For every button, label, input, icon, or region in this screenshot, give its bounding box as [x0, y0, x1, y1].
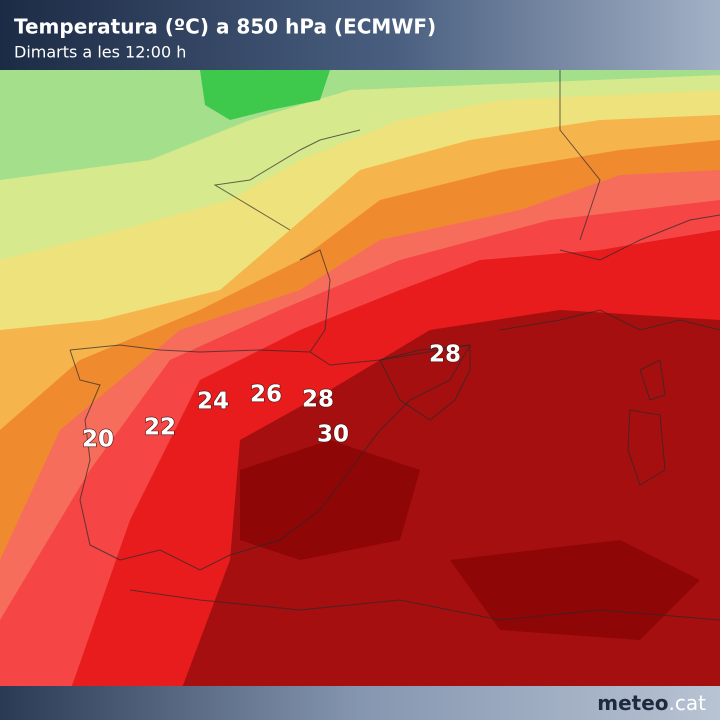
temperature-label: 26: [250, 382, 282, 408]
temperature-label: 22: [144, 415, 176, 441]
temperature-label: 24: [197, 389, 229, 415]
brand-suffix: .cat: [669, 691, 707, 715]
coastlines: [69, 70, 720, 621]
temperature-label: 28: [429, 342, 461, 368]
brand-name: meteo: [597, 691, 668, 715]
subtitle: Dimarts a les 12:00 h: [14, 43, 186, 62]
temperature-label: 30: [317, 422, 349, 448]
temperature-labels: 20 22 24 26 28 30 28: [81, 341, 461, 453]
temperature-label: 20: [82, 427, 114, 453]
temperature-label: 28: [302, 387, 334, 413]
footer-bar: [0, 686, 720, 720]
brand: meteo.cat: [597, 691, 706, 715]
band: [240, 440, 420, 560]
band: [450, 540, 700, 640]
title: Temperatura (ºC) a 850 hPa (ECMWF): [14, 15, 436, 39]
band: [200, 70, 330, 120]
header-bar: [0, 0, 720, 70]
